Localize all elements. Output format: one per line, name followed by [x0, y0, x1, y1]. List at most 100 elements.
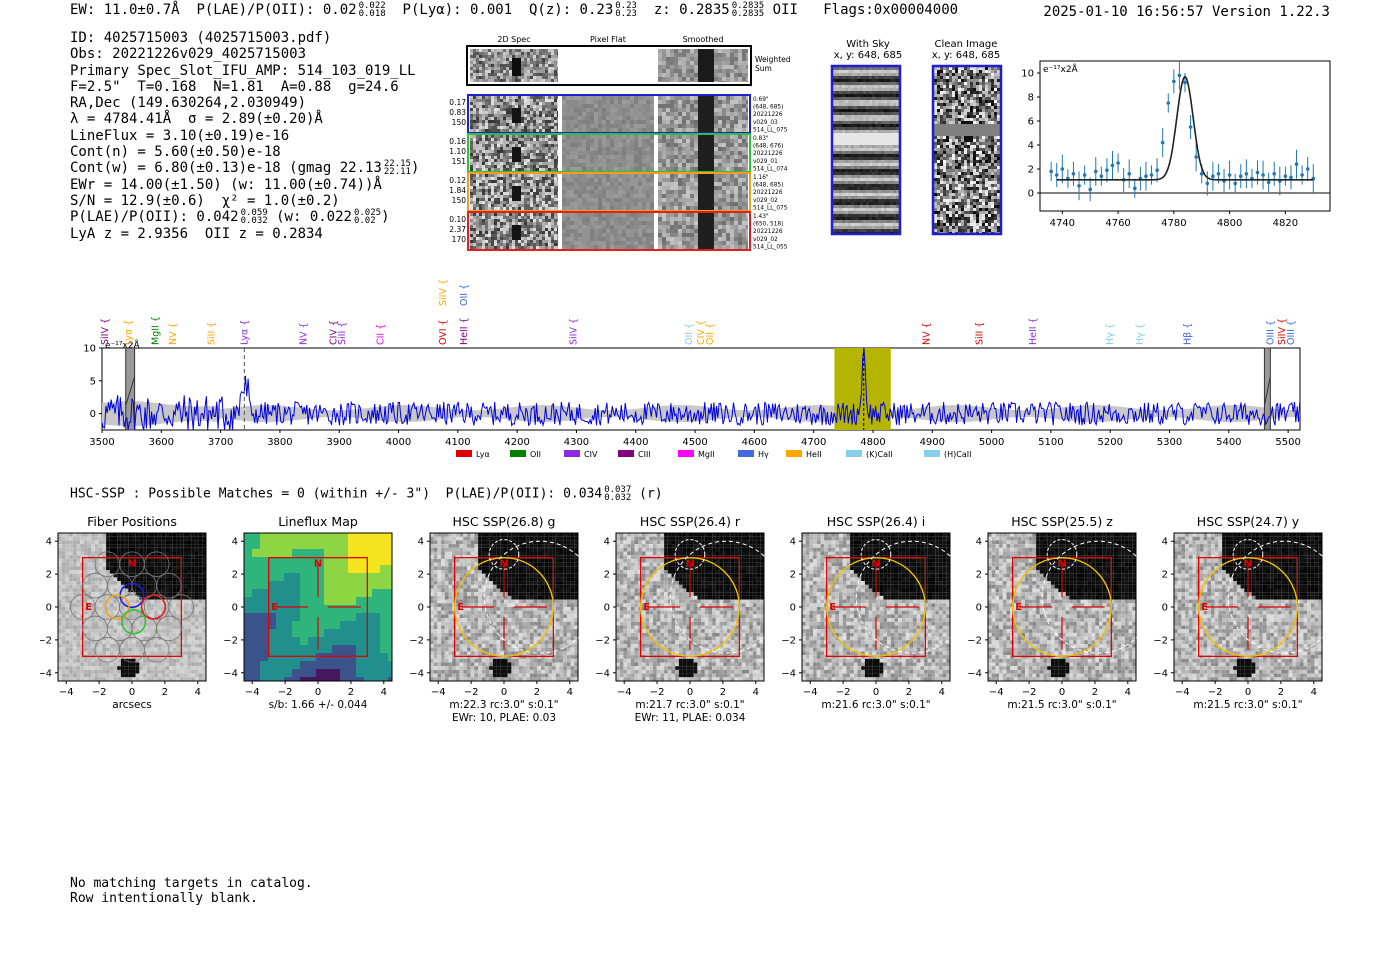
- pixel: [730, 100, 734, 104]
- pixel: [488, 159, 491, 162]
- pixel: [682, 69, 686, 73]
- pixel: [698, 206, 702, 210]
- pixel: [878, 97, 881, 100]
- pixel: [570, 139, 574, 143]
- pixel: [512, 70, 515, 73]
- pixel: [694, 221, 698, 225]
- pixel: [470, 76, 473, 79]
- pixel: [515, 61, 518, 64]
- pixel: [836, 127, 839, 130]
- pixel: [742, 174, 746, 178]
- pixel: [634, 237, 638, 241]
- pixel: [488, 150, 491, 153]
- pixel: [497, 165, 500, 168]
- pixel: [851, 73, 854, 76]
- pixel: [746, 61, 748, 65]
- pixel: [682, 151, 686, 155]
- pixel: [682, 217, 686, 221]
- pixel: [497, 141, 500, 144]
- pixel: [726, 100, 730, 104]
- pixel: [658, 73, 662, 77]
- pixel: [476, 213, 479, 216]
- pixel: [845, 79, 848, 82]
- pixel: [730, 225, 734, 229]
- pixel: [542, 192, 545, 195]
- pixel: [694, 104, 698, 108]
- pixel: [860, 85, 863, 88]
- pixel: [734, 112, 738, 116]
- pixel: [670, 100, 674, 104]
- pixel: [872, 100, 875, 103]
- pixel: [854, 151, 857, 154]
- pixel: [488, 70, 491, 73]
- pixel: [896, 112, 899, 115]
- pixel: [470, 162, 473, 165]
- pixel: [476, 231, 479, 234]
- pixel: [872, 67, 875, 70]
- pixel: [512, 147, 515, 150]
- pixel: [658, 213, 662, 217]
- pixel: [742, 225, 746, 229]
- pixel: [666, 120, 670, 124]
- pixel: [833, 97, 836, 100]
- pixel: [851, 229, 854, 232]
- pixel: [476, 144, 479, 147]
- qz-hi: 0.23: [615, 1, 637, 11]
- pixel: [533, 141, 536, 144]
- pixel: [678, 112, 682, 116]
- pixel: [488, 216, 491, 219]
- pixel: [857, 106, 860, 109]
- pixel: [500, 102, 503, 105]
- pixel: [666, 182, 670, 186]
- pixel: [491, 153, 494, 156]
- pixel: [893, 124, 896, 127]
- pixel: [610, 190, 614, 194]
- cutout-col-label: Pixel Flat: [590, 35, 626, 44]
- pixel: [896, 91, 899, 94]
- pixel: [578, 221, 582, 225]
- pixel: [878, 214, 881, 217]
- pixel: [860, 142, 863, 145]
- pixel: [842, 139, 845, 142]
- pixel: [678, 53, 682, 57]
- row-divider: [655, 213, 658, 249]
- pixel: [866, 184, 869, 187]
- pixel: [545, 141, 548, 144]
- pixel: [533, 96, 536, 99]
- pixel: [626, 213, 630, 217]
- pixel: [690, 225, 694, 229]
- pixel: [872, 226, 875, 229]
- pixel: [570, 182, 574, 186]
- pixel: [509, 237, 512, 240]
- pixel: [884, 109, 887, 112]
- pixel: [690, 241, 694, 245]
- pixel: [602, 182, 606, 186]
- pixel: [658, 139, 662, 143]
- pixel: [578, 112, 582, 116]
- pixel: [884, 76, 887, 79]
- pixel: [509, 228, 512, 231]
- pixel: [706, 81, 710, 82]
- pixel: [646, 178, 650, 182]
- pixel: [866, 190, 869, 193]
- pixel: [890, 196, 893, 199]
- pixel: [730, 182, 734, 186]
- pixel: [869, 172, 872, 175]
- pixel: [658, 194, 662, 198]
- pixel: [610, 96, 614, 100]
- pixel: [476, 52, 479, 55]
- pixel: [536, 243, 539, 246]
- pixel: [500, 49, 503, 52]
- pixel: [479, 246, 482, 249]
- pixel: [506, 70, 509, 73]
- pixel: [545, 207, 548, 210]
- pixel: [642, 108, 646, 112]
- pixel: [518, 52, 521, 55]
- pixel: [551, 153, 554, 156]
- pixel: [674, 167, 678, 171]
- pixel: [734, 81, 738, 82]
- pixel: [533, 180, 536, 183]
- pixel: [622, 241, 626, 245]
- pixel: [622, 163, 626, 167]
- pixel: [470, 105, 473, 108]
